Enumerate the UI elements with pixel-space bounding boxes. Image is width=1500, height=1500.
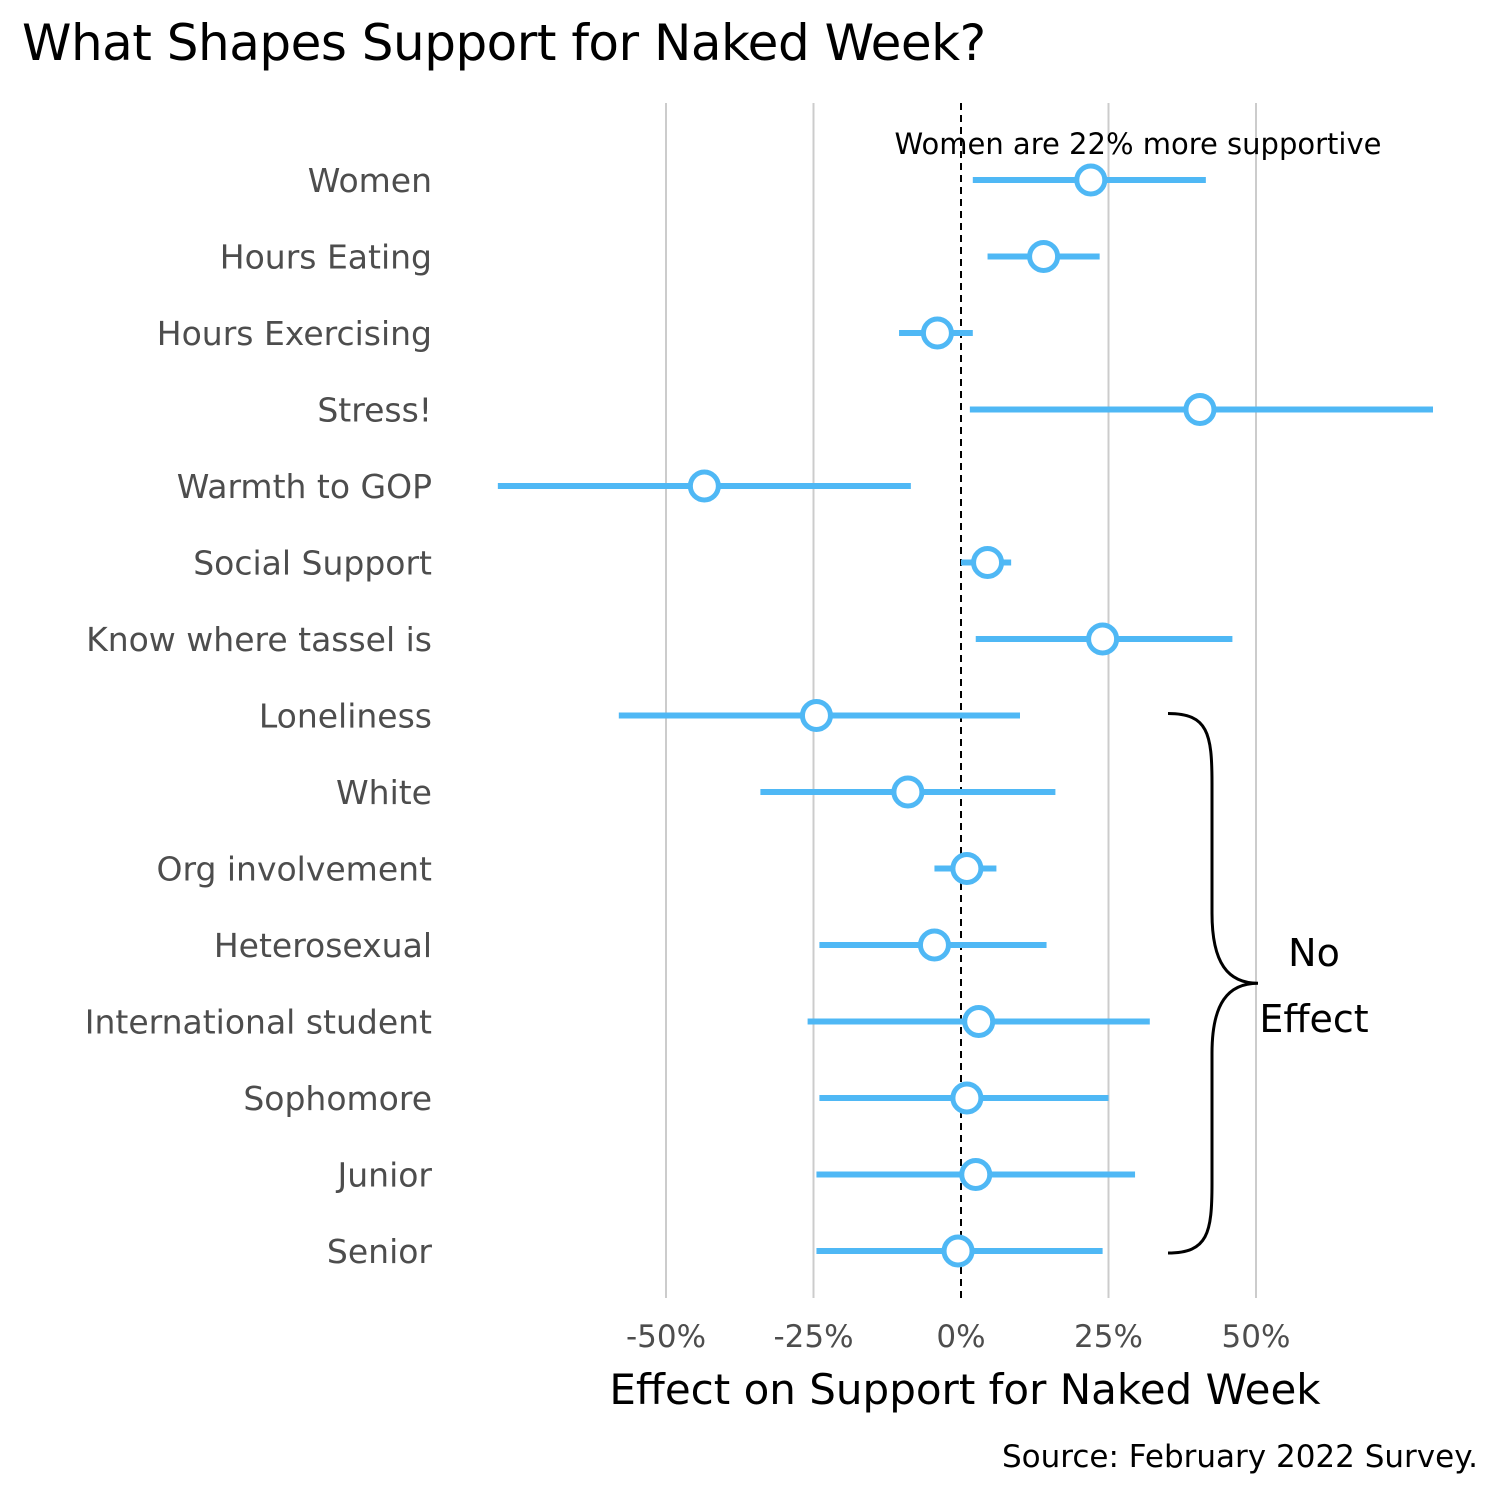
x-tick-label: 50% [1222,1319,1291,1355]
y-axis-label: Hours Eating [220,238,432,277]
point-estimate [1183,393,1217,426]
x-tick-label: -50% [626,1319,706,1355]
point-estimate [1086,622,1120,656]
y-axis-label: Stress! [317,391,432,430]
y-axis-label: Sophomore [243,1079,432,1118]
x-tick-label: 25% [1074,1319,1143,1355]
x-tick-label: 0% [936,1319,985,1355]
point-estimate [687,469,721,503]
y-axis-label: Heterosexual [214,926,432,965]
x-tick-label: -25% [773,1319,853,1355]
y-axis-label: White [336,773,432,812]
point-estimate [891,775,925,809]
y-axis-label: Social Support [193,544,432,583]
chart-title: What Shapes Support for Naked Week? [22,14,986,72]
y-axis-label: Warmth to GOP [177,467,432,506]
y-axis-label: Senior [327,1232,433,1271]
point-estimate [971,546,1005,579]
point-estimate [1027,240,1061,273]
y-axis-labels: Women Hours Eating Hours Exercising Stress!… [85,161,433,1271]
no-effect-label-line-2: Effect [1259,997,1368,1041]
point-estimate [950,1081,984,1115]
x-axis-tick-labels: -50% -25% 0% 25% 50% [626,1319,1291,1355]
y-axis-label: Know where tassel is [86,620,432,659]
point-estimates [687,163,1217,1268]
point-estimate [962,1005,996,1038]
y-axis-label: Women [308,161,432,200]
x-axis-title: Effect on Support for Naked Week [609,1365,1321,1414]
source-caption: Source: February 2022 Survey. [1002,1439,1478,1475]
grid-lines [665,103,1257,1298]
point-estimate [950,852,984,885]
y-axis-label: Junior [336,1156,433,1195]
point-estimate [917,928,951,962]
y-axis-label: Org involvement [156,850,432,889]
y-axis-label: Hours Exercising [157,314,432,353]
no-effect-brace [1167,712,1259,1255]
y-axis-label: International student [85,1003,432,1042]
y-axis-label: Loneliness [259,697,432,736]
women-annotation: Women are 22% more supportive [895,127,1382,161]
no-effect-label-line-1: No [1288,931,1340,975]
point-estimate [941,1234,975,1268]
point-estimate [1074,163,1108,197]
point-estimate [959,1158,993,1191]
point-estimate [920,316,954,350]
point-estimate [799,699,833,732]
